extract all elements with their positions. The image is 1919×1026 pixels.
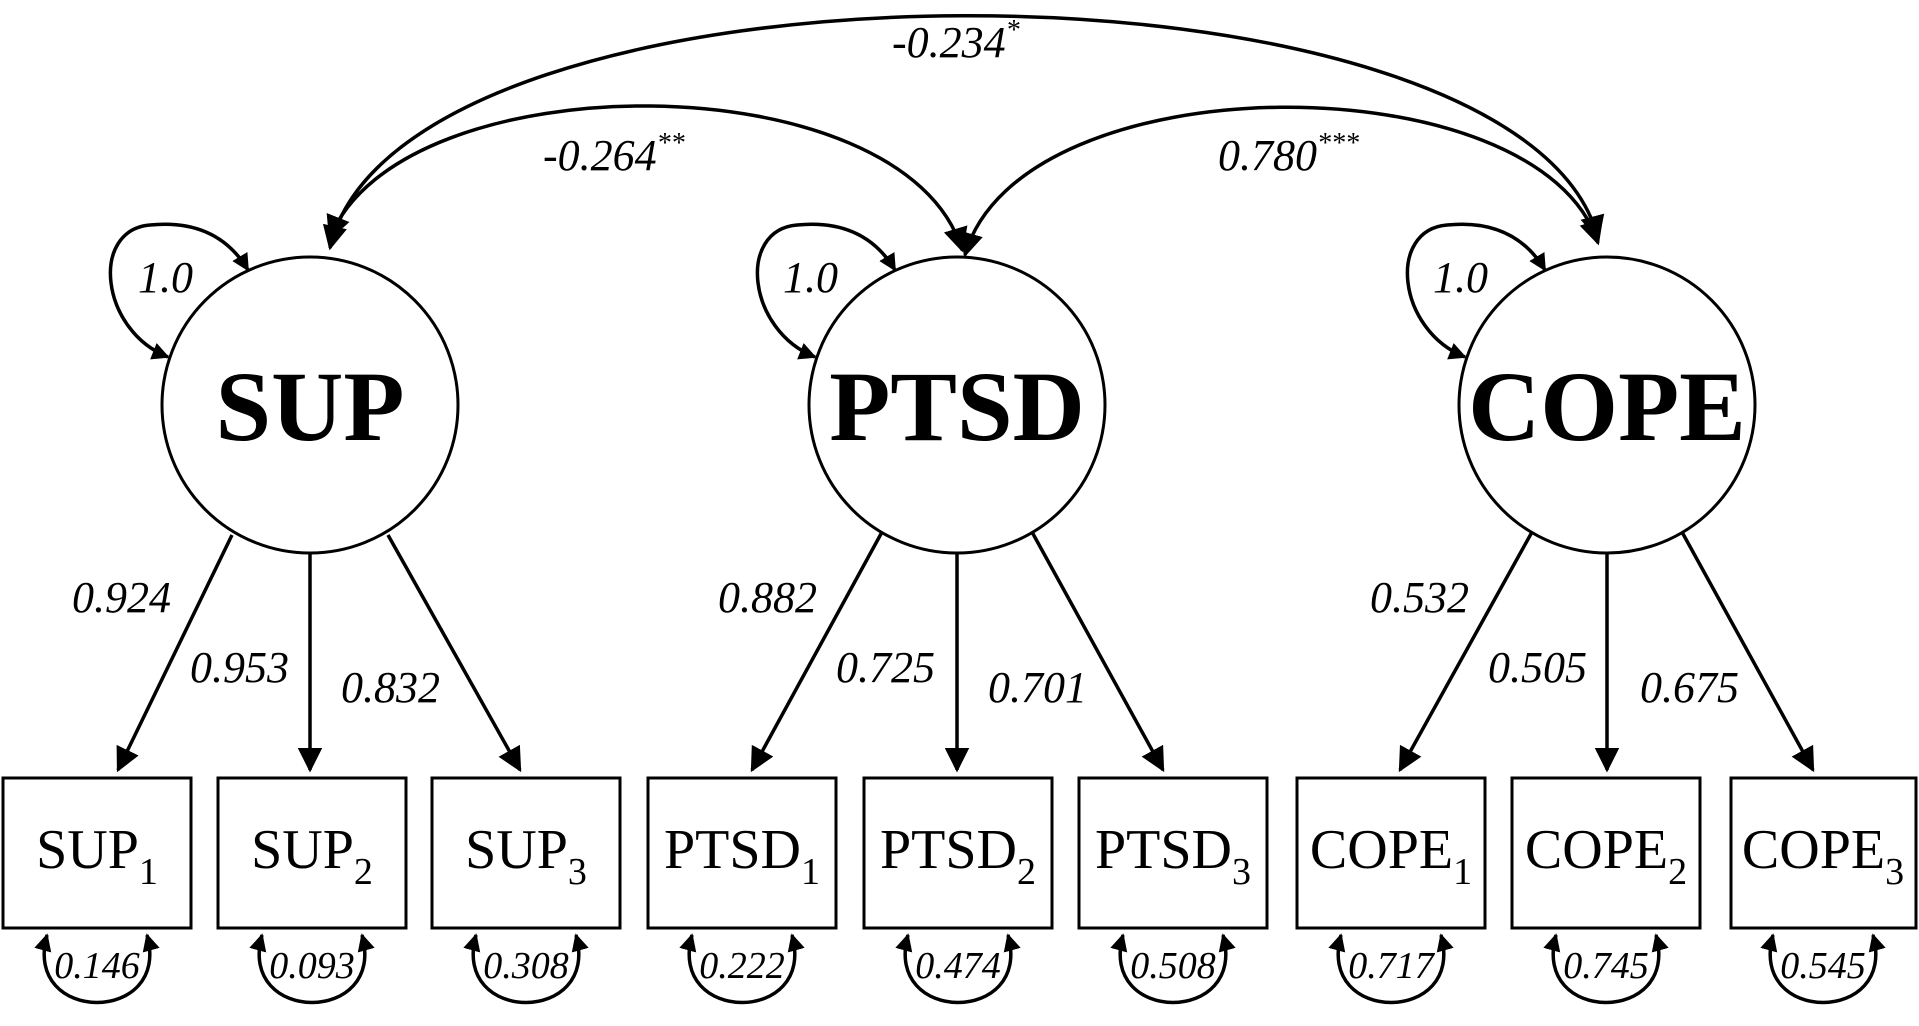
indicator-box-ptsd-2 [862, 776, 1054, 930]
cov-label-ptsd-cope: 0.780*** [1218, 128, 1359, 180]
error-label-cope-1: 0.717 [1348, 945, 1436, 987]
error-loop-cope-2 [1543, 933, 1669, 1005]
error-label-ptsd-3: 0.508 [1130, 945, 1216, 987]
loading-arrow-sup-1 [116, 534, 234, 773]
loading-label-sup-2: 0.953 [190, 643, 289, 692]
indicator-label-sup-3: SUP3 [465, 819, 587, 893]
loading-label-ptsd-1: 0.882 [718, 573, 817, 622]
latent-circle-cope [1457, 255, 1757, 555]
loading-arrow-cope-1 [1398, 531, 1534, 773]
latent-circle-sup [160, 255, 460, 555]
loading-label-ptsd-2: 0.725 [836, 643, 935, 692]
error-loop-ptsd-3 [1110, 933, 1236, 1005]
cov-arc-sup-cope [323, 14, 1605, 251]
error-label-sup-1: 0.146 [54, 945, 140, 987]
error-label-sup-2: 0.093 [269, 945, 355, 987]
indicator-label-ptsd-1: PTSD1 [664, 819, 820, 893]
variance-label-sup: 1.0 [138, 253, 193, 302]
error-label-ptsd-2: 0.474 [915, 945, 1001, 987]
error-loop-cope-3 [1760, 933, 1886, 1005]
indicator-box-sup-3 [430, 776, 622, 930]
error-loop-sup-1 [34, 933, 160, 1005]
error-label-cope-2: 0.745 [1563, 945, 1649, 987]
latent-label-cope: COPE [1468, 351, 1746, 462]
indicator-box-sup-1 [1, 776, 193, 930]
indicator-box-ptsd-1 [646, 776, 838, 930]
error-loop-cope-1 [1328, 933, 1454, 1005]
indicator-box-cope-2 [1510, 776, 1702, 930]
cov-arc-ptsd-cope [959, 105, 1603, 258]
latent-circle-ptsd [807, 255, 1107, 555]
loading-arrow-sup-3 [386, 534, 522, 773]
indicator-label-cope-1: COPE1 [1310, 819, 1472, 893]
cov-label-sup-ptsd: -0.264** [543, 128, 685, 180]
loading-label-sup-1: 0.924 [72, 573, 171, 622]
loading-arrow-ptsd-3 [1030, 531, 1165, 773]
error-loop-ptsd-1 [679, 933, 805, 1005]
latent-label-sup: SUP [216, 351, 405, 462]
indicator-label-cope-3: COPE3 [1742, 819, 1904, 893]
indicator-label-ptsd-3: PTSD3 [1095, 819, 1251, 893]
loading-arrow-ptsd-1 [750, 531, 884, 773]
error-label-ptsd-1: 0.222 [699, 945, 785, 987]
variance-loop-sup [108, 222, 250, 360]
error-loop-sup-3 [463, 933, 589, 1005]
error-loop-sup-2 [249, 933, 375, 1005]
indicator-box-ptsd-3 [1077, 776, 1269, 930]
variance-label-ptsd: 1.0 [783, 253, 838, 302]
indicator-box-cope-1 [1295, 776, 1487, 930]
latent-label-ptsd: PTSD [829, 351, 1085, 462]
indicator-box-sup-2 [216, 776, 408, 930]
loading-label-cope-3: 0.675 [1640, 663, 1739, 712]
indicator-label-sup-2: SUP2 [251, 819, 373, 893]
loading-label-cope-1: 0.532 [1370, 573, 1469, 622]
indicator-box-cope-3 [1729, 776, 1918, 930]
error-label-sup-3: 0.308 [483, 945, 569, 987]
variance-loop-ptsd [755, 222, 897, 360]
indicator-label-ptsd-2: PTSD2 [880, 819, 1036, 893]
variance-label-cope: 1.0 [1433, 253, 1488, 302]
error-label-cope-3: 0.545 [1780, 945, 1866, 987]
loading-arrow-cope-3 [1680, 531, 1815, 773]
indicator-label-cope-2: COPE2 [1525, 819, 1687, 893]
cov-label-sup-cope: -0.234* [892, 15, 1020, 67]
loading-label-ptsd-3: 0.701 [988, 663, 1087, 712]
error-loop-ptsd-2 [895, 933, 1021, 1005]
loading-label-cope-2: 0.505 [1488, 643, 1587, 692]
indicator-label-sup-1: SUP1 [36, 819, 158, 893]
loading-label-sup-3: 0.832 [341, 663, 440, 712]
cov-arc-sup-ptsd [326, 104, 968, 253]
variance-loop-cope [1405, 222, 1547, 360]
